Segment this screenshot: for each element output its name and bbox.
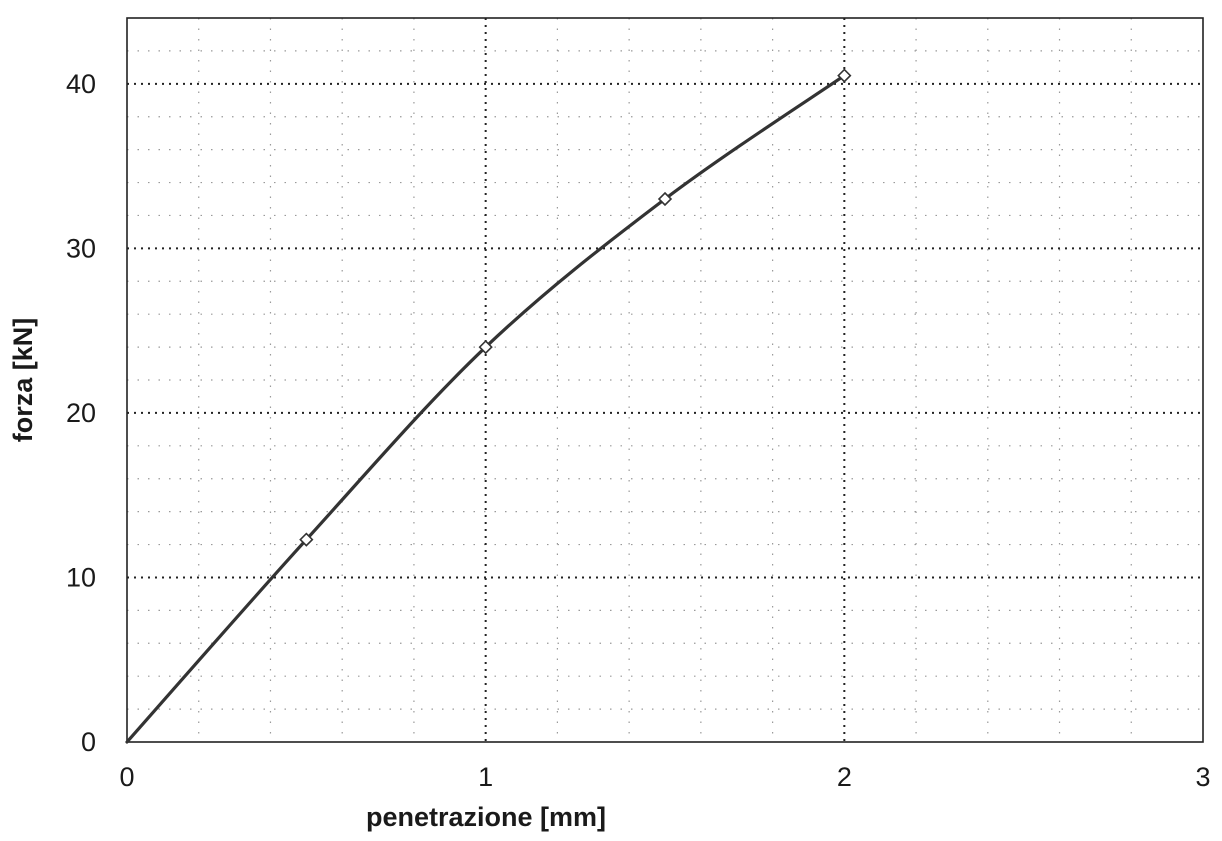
major-grid: [127, 18, 1203, 742]
data-point-marker: [837, 68, 852, 83]
y-tick-labels: 0 10 20 30 40: [66, 69, 96, 757]
x-tick-labels: 0 1 2 3: [119, 762, 1210, 792]
x-axis-title: penetrazione [mm]: [366, 802, 606, 832]
series-line: [125, 73, 846, 744]
x-tick-label: 3: [1195, 762, 1210, 792]
series-layer: [125, 68, 852, 744]
data-point-marker: [657, 191, 673, 207]
y-tick-label: 10: [66, 562, 96, 592]
x-tick-label: 0: [119, 762, 134, 792]
y-tick-label: 20: [66, 398, 96, 428]
y-axis-title: forza [kN]: [8, 318, 38, 443]
x-tick-label: 2: [837, 762, 852, 792]
data-point-marker: [299, 532, 314, 547]
y-tick-label: 0: [81, 727, 96, 757]
plot-frame: [126, 17, 1204, 743]
minor-grid: [127, 18, 1203, 742]
y-tick-label: 30: [66, 233, 96, 263]
data-point-marker: [478, 339, 493, 355]
y-tick-label: 40: [66, 69, 96, 99]
x-tick-label: 1: [478, 762, 493, 792]
